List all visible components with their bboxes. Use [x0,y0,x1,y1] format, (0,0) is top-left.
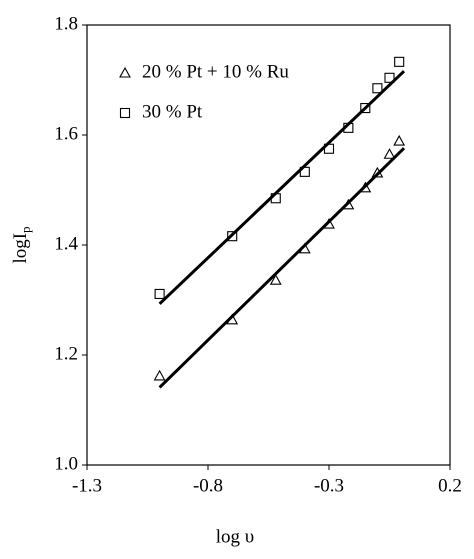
y-label-sub: p [18,226,33,233]
plot-frame [86,24,451,466]
legend-label: 20 % Pt + 10 % Ru [142,61,289,82]
x-tick-label: -0.3 [314,475,344,496]
square-marker [360,103,371,114]
triangle-marker [298,242,311,254]
square-marker [384,72,395,83]
y-tick-label: 1.0 [54,453,78,474]
square-marker [119,107,131,119]
y-tick-label: 1.6 [54,123,78,144]
triangle-marker [383,148,396,159]
square-marker [227,231,238,242]
triangle-marker [226,313,239,325]
triangle-marker [323,217,335,229]
triangle-marker [393,134,406,146]
square-marker [154,288,165,300]
legend-label: 30 % Pt [142,101,203,122]
square-marker [270,193,281,204]
triangle-marker [269,274,282,285]
square-marker [323,143,335,154]
x-axis-label: log υ [216,526,254,547]
x-tick-label: 0.2 [438,475,462,496]
y-tick-label: 1.4 [54,233,78,254]
triangle-marker [359,181,372,193]
fit-line [158,147,406,389]
y-tick-label: 1.2 [54,343,78,364]
x-tick-label: -1.3 [72,475,102,496]
triangle-marker [119,66,131,78]
x-tick-label: -0.8 [193,475,223,496]
y-axis-label: logIp [10,226,33,263]
triangle-marker [153,369,166,381]
square-marker [372,83,383,94]
triangle-marker [342,198,355,210]
square-marker [299,166,310,177]
square-marker [343,122,354,133]
fit-line [158,70,406,305]
square-marker [394,56,405,67]
triangle-marker [371,166,384,178]
y-tick-label: 1.8 [54,13,78,34]
y-label-main: logI [10,233,31,264]
